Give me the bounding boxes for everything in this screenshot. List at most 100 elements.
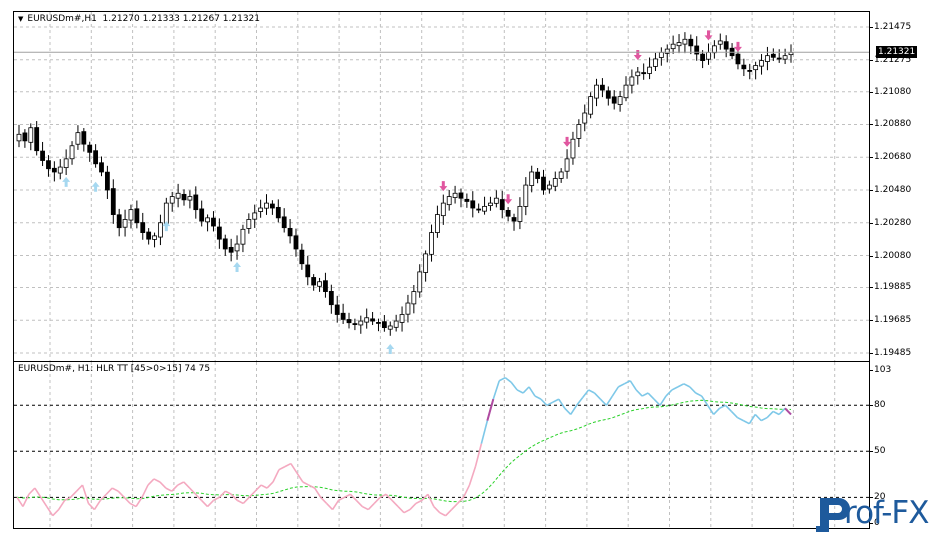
bull-candle	[753, 65, 759, 71]
hlr-line-segment	[552, 398, 560, 403]
bull-candle	[205, 217, 210, 223]
prof-fx-logo: rof-FX	[808, 492, 933, 538]
hlr-line-segment	[236, 499, 244, 505]
bear-candle	[216, 226, 222, 240]
prof-fx-logo-mark-icon	[816, 498, 850, 532]
hlr-line-segment	[46, 506, 54, 517]
hlr-line-segment	[743, 419, 750, 425]
price-tick-label: 1.20880	[869, 119, 912, 130]
hlr-line-segment	[504, 377, 512, 383]
bull-candle	[676, 42, 682, 47]
bull-candle	[670, 43, 676, 50]
chart-menu-triangle-icon[interactable]: ▼	[18, 15, 24, 23]
bear-candle	[535, 171, 540, 179]
bear-candle	[99, 162, 104, 173]
indicator-title: EURUSDm#, H1: HLR TT [45>0>15] 74 75	[18, 364, 211, 374]
bull-candle	[452, 192, 458, 198]
hlr-line-segment	[385, 493, 393, 501]
hlr-line-segment	[713, 407, 721, 416]
price-axis[interactable]: 1.21475 1.21275 1.21080 1.20880 1.20680 1.204…	[869, 11, 930, 362]
hlr-line-segment	[320, 496, 328, 505]
bull-candle	[28, 127, 34, 143]
sell-arrow-icon	[504, 194, 513, 205]
hlr-line-segment	[135, 496, 143, 507]
hlr-line-segment	[403, 508, 411, 514]
bull-candle	[493, 197, 499, 204]
hlr-line-segment	[141, 484, 149, 498]
hlr-line-segment	[635, 389, 643, 397]
bull-candle	[664, 48, 670, 54]
hlr-line-segment	[367, 502, 375, 511]
hlr-line-segment	[34, 487, 42, 498]
hlr-line-segment	[266, 481, 274, 489]
hlr-line-segment	[534, 395, 542, 400]
bull-candle	[759, 60, 764, 67]
bull-candle	[517, 205, 523, 222]
indicator-canvas[interactable]	[14, 362, 869, 528]
bear-candle	[600, 84, 605, 91]
hlr-line-segment	[421, 493, 429, 501]
bear-candle	[370, 318, 375, 322]
bear-candle	[605, 90, 611, 99]
price-tick-label: 1.20280	[869, 217, 912, 228]
bull-candle	[594, 84, 599, 99]
sell-arrow-icon	[704, 30, 713, 41]
hlr-line-segment	[52, 509, 60, 517]
bear-candle	[87, 144, 93, 153]
hlr-line-segment	[206, 499, 215, 508]
indicator-level-label: 50	[869, 446, 886, 457]
hlr-line-segment	[599, 398, 608, 406]
bear-candle	[140, 222, 146, 233]
bull-candle	[387, 325, 393, 330]
price-tick-label: 1.21080	[869, 86, 912, 97]
hlr-line-segment	[105, 487, 113, 495]
hlr-line-segment	[706, 404, 715, 415]
bear-candle	[134, 208, 140, 224]
hlr-line-segment	[81, 484, 90, 504]
hlr-line-segment	[689, 386, 697, 394]
price-tick-label: 1.19885	[869, 282, 912, 293]
hlr-line-segment	[308, 484, 316, 489]
bear-candle	[499, 199, 505, 211]
bear-candle	[222, 238, 228, 250]
bull-candle	[711, 45, 717, 54]
bull-candle	[417, 271, 423, 293]
bull-candle	[128, 209, 134, 221]
bull-candle	[234, 243, 240, 252]
hlr-line-segment	[117, 490, 125, 498]
hlr-line-segment	[445, 509, 453, 517]
bear-candle	[464, 198, 470, 202]
bull-candle	[570, 138, 576, 159]
bear-candle	[611, 96, 617, 104]
hlr-line-segment	[588, 389, 595, 394]
price-tick-label: 1.20680	[869, 152, 912, 163]
bull-candle	[582, 112, 588, 124]
hlr-line-segment	[87, 502, 95, 511]
bear-candle	[270, 203, 275, 209]
indicator-pane[interactable]: EURUSDm#, H1: HLR TT [45>0>15] 74 75	[13, 361, 870, 529]
hlr-line-segment	[593, 392, 602, 400]
bear-candle	[376, 322, 381, 324]
bull-candle	[488, 202, 493, 207]
buy-arrow-icon	[162, 221, 171, 232]
bear-candle	[211, 217, 216, 227]
hlr-line-segment	[129, 502, 137, 508]
hlr-line-segment	[248, 490, 256, 498]
bear-candle	[381, 321, 387, 329]
bear-candle	[104, 171, 110, 191]
hlr-line-segment	[546, 401, 554, 406]
hlr-line-segment	[290, 463, 298, 474]
bull-candle	[169, 196, 175, 204]
indicator-axis[interactable]: 103 80 50 20 0	[869, 361, 930, 529]
hlr-line-segment	[462, 484, 471, 498]
price-tick-label: 1.19685	[869, 315, 912, 326]
bear-candle	[305, 264, 311, 278]
bull-candle	[576, 124, 582, 139]
price-chart-pane[interactable]: ▼ EURUSDm#,H1 1.21270 1.21333 1.21267 1.2…	[13, 11, 870, 362]
hlr-line-segment	[93, 499, 102, 511]
sell-arrow-icon	[733, 41, 742, 52]
bull-candle	[16, 133, 22, 142]
price-chart-canvas[interactable]	[14, 12, 869, 361]
hlr-line-segment	[772, 410, 780, 416]
hlr-line-segment	[766, 410, 774, 419]
